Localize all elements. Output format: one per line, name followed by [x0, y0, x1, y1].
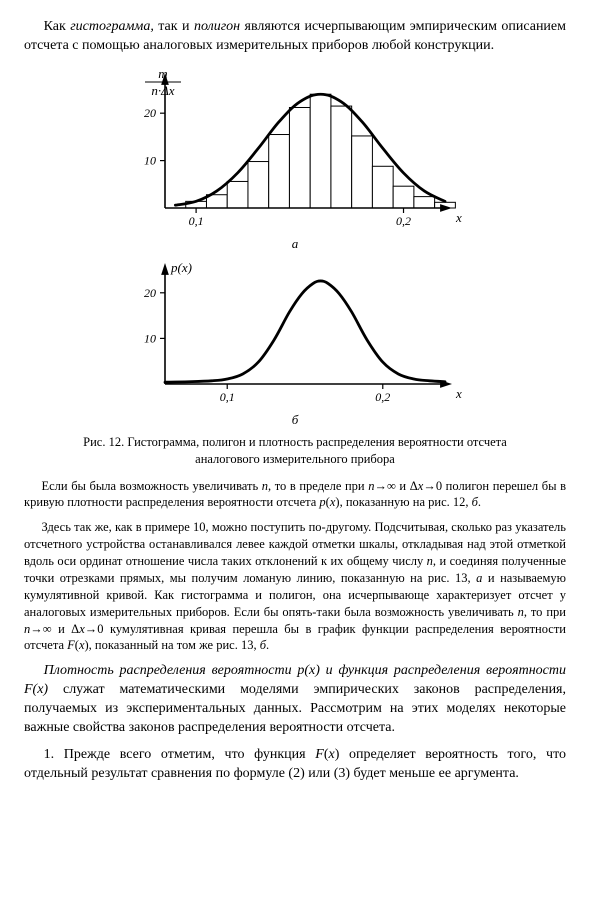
svg-text:0,1: 0,1 — [220, 390, 235, 404]
figure-b: p(x) 0,1 0,2 10 20 x б — [24, 260, 566, 428]
svg-text:б: б — [292, 412, 299, 427]
svg-text:0,1: 0,1 — [189, 214, 204, 228]
svg-text:20: 20 — [144, 106, 156, 120]
figure-caption: Рис. 12. Гистограмма, полигон и плотност… — [72, 434, 518, 468]
svg-text:10: 10 — [144, 153, 156, 167]
svg-text:0,2: 0,2 — [375, 390, 390, 404]
svg-text:10: 10 — [144, 331, 156, 345]
svg-text:x: x — [455, 386, 462, 401]
svg-text:0,2: 0,2 — [396, 214, 411, 228]
paragraph-5: 1. Прежде всего отметим, что функция F(x… — [24, 746, 566, 784]
svg-text:20: 20 — [144, 286, 156, 300]
paragraph-4: Плотность распределения вероятности p(x)… — [24, 662, 566, 738]
svg-text:p(x): p(x) — [170, 260, 192, 275]
paragraph-2: Если бы была возможность увеличивать n, … — [24, 478, 566, 512]
svg-text:n·Δx: n·Δx — [151, 83, 174, 98]
svg-text:a: a — [292, 236, 299, 251]
paragraph-3: Здесь так же, как в примере 10, можно по… — [24, 519, 566, 654]
intro-paragraph: Как гистограмма, так и полигон являются … — [24, 18, 566, 56]
svg-text:x: x — [455, 210, 462, 225]
figure-a: mn·Δx0,10,21020xa — [24, 64, 566, 252]
